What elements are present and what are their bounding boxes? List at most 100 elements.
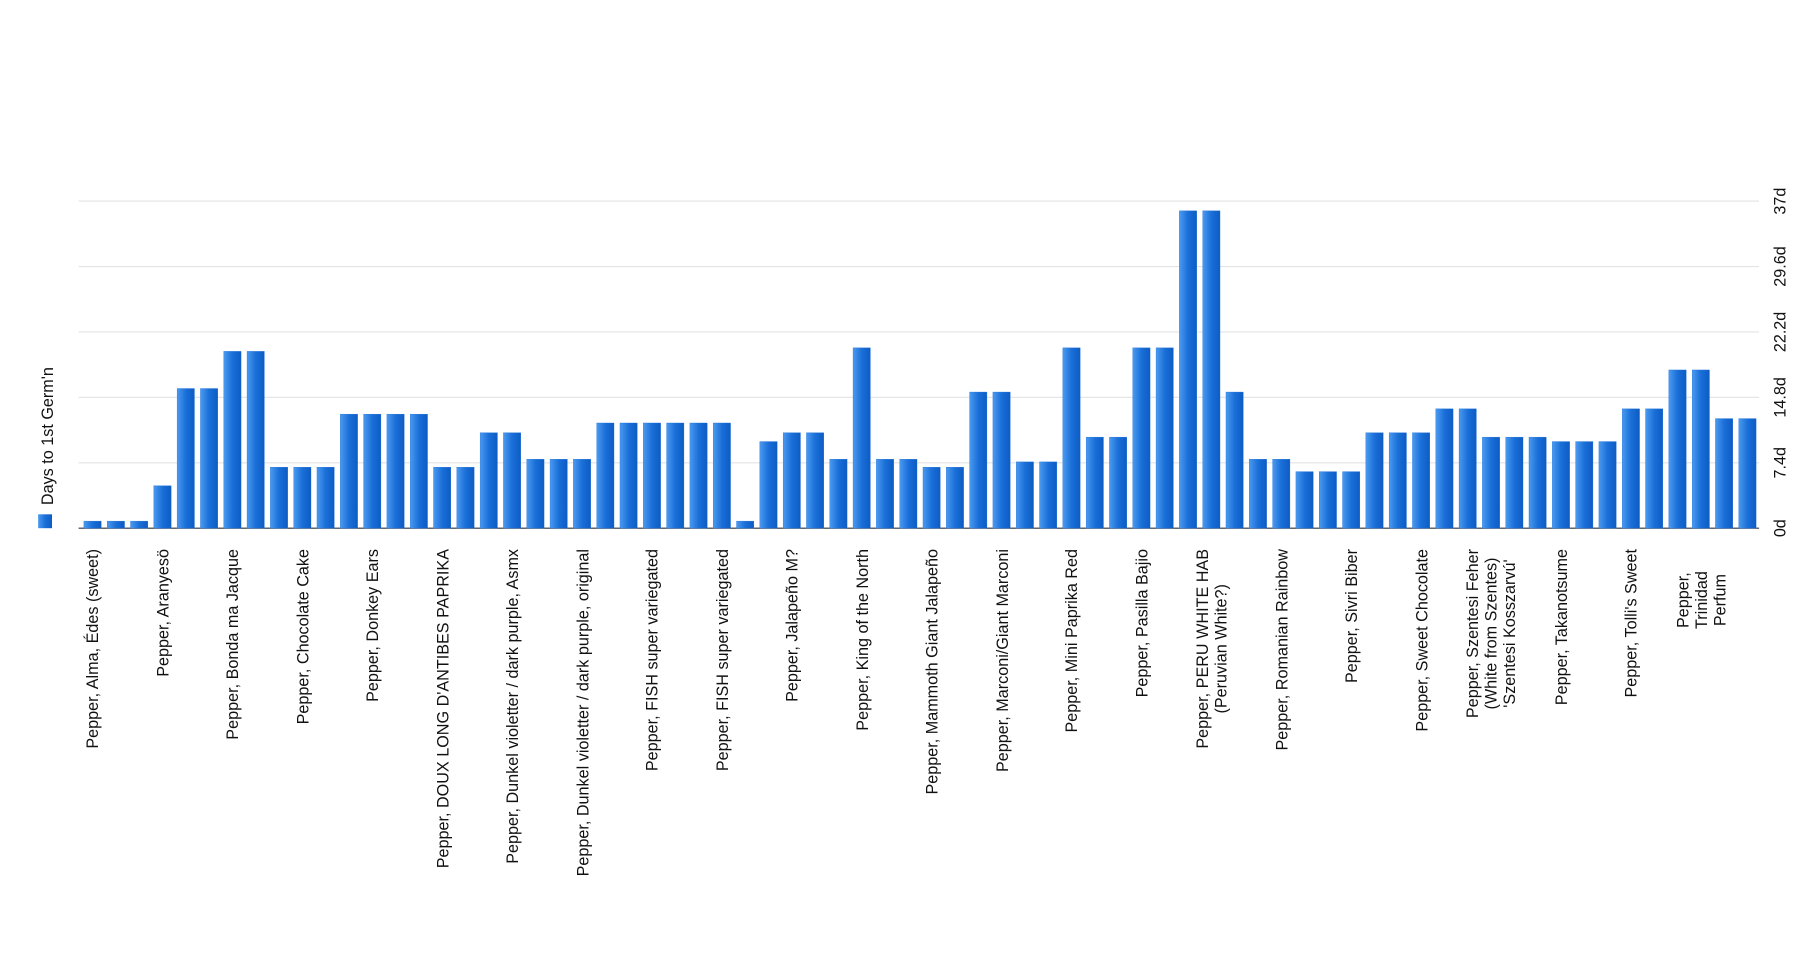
y-tick-label: 0d bbox=[1772, 519, 1790, 537]
x-tick-label: Pepper, Sweet Chocolate bbox=[1411, 548, 1431, 732]
x-tick-label: Pepper, Marconi/Giant Marconi bbox=[992, 548, 1011, 773]
bar bbox=[1715, 418, 1733, 529]
bar bbox=[573, 459, 591, 529]
bar bbox=[1458, 408, 1477, 529]
bar bbox=[1412, 432, 1430, 529]
y-tick-label: 37d bbox=[1772, 188, 1790, 215]
x-tick-label: Pepper, Dunkel violetter / dark purple, … bbox=[502, 548, 522, 864]
legend-swatch bbox=[38, 514, 53, 529]
bar bbox=[806, 432, 824, 529]
bar bbox=[596, 422, 615, 529]
bar bbox=[1249, 459, 1267, 529]
bar bbox=[363, 413, 382, 529]
bar bbox=[410, 413, 428, 529]
x-tick-label: Pepper, Donkey Ears bbox=[363, 548, 382, 702]
bar bbox=[1622, 408, 1640, 529]
bar bbox=[246, 351, 265, 529]
bar bbox=[176, 388, 195, 529]
bar bbox=[1039, 461, 1058, 529]
x-tick-label: Pepper, Tolli's Sweet bbox=[1621, 548, 1641, 698]
bar bbox=[1062, 347, 1081, 529]
bar bbox=[1016, 461, 1034, 529]
bar bbox=[946, 467, 964, 529]
bar bbox=[1575, 441, 1594, 529]
bar bbox=[293, 467, 312, 529]
bar bbox=[433, 467, 452, 529]
bar bbox=[643, 422, 661, 529]
bar bbox=[340, 413, 358, 529]
x-tick-label: Pepper, Bonda ma Jacque bbox=[223, 548, 242, 740]
bar bbox=[1668, 369, 1687, 529]
y-tick-label: 14.8d bbox=[1772, 377, 1790, 417]
bar bbox=[759, 441, 778, 529]
bar bbox=[1179, 210, 1197, 529]
x-tick-label: Pepper, PERU WHITE HAB (Peruvian White?) bbox=[1192, 548, 1230, 749]
bar bbox=[1272, 459, 1291, 529]
x-tick-label: Pepper, FISH super variegated bbox=[712, 548, 732, 772]
bar bbox=[1528, 436, 1547, 529]
bar bbox=[1738, 418, 1757, 529]
bar bbox=[526, 459, 545, 529]
bar bbox=[1085, 436, 1104, 529]
bar bbox=[83, 520, 102, 529]
bar bbox=[200, 388, 218, 529]
x-tick-label: Pepper, Chocolate Cake bbox=[293, 548, 312, 725]
x-tick-label: Pepper, DOUX LONG D'ANTIBES PAPRIKA bbox=[432, 548, 452, 869]
bar bbox=[1598, 441, 1617, 529]
bar bbox=[153, 485, 172, 529]
bar bbox=[1295, 471, 1314, 529]
bar bbox=[1505, 436, 1524, 529]
x-tick-label: Pepper, King of the North bbox=[852, 548, 871, 731]
bar bbox=[969, 391, 988, 529]
x-tick-label: Pepper, Szentesi Feher (White from Szent… bbox=[1463, 548, 1519, 719]
bar bbox=[130, 520, 149, 529]
bar bbox=[316, 467, 335, 529]
x-tick-label: Pepper, Mini Paprika Red bbox=[1062, 548, 1081, 733]
bar bbox=[549, 459, 568, 529]
bar bbox=[1435, 408, 1454, 529]
x-tick-label: Pepper, FISH super variegated bbox=[642, 548, 662, 772]
y-tick-label: 7.4d bbox=[1772, 447, 1790, 478]
bar bbox=[1482, 436, 1500, 529]
bar bbox=[1365, 432, 1384, 529]
bar bbox=[713, 422, 731, 529]
bar bbox=[899, 459, 918, 529]
x-tick-label: Pepper, Mammoth Giant Jalapeño bbox=[922, 548, 941, 795]
y-tick-label: 22.2d bbox=[1772, 312, 1790, 352]
legend-label: Days to 1st Germ'n bbox=[39, 367, 57, 505]
x-tick-label: Pepper, Romanian Rainbow bbox=[1272, 548, 1291, 751]
x-tick-label: Pepper, Sivri Biber bbox=[1341, 548, 1361, 684]
y-tick-label: 29.6d bbox=[1772, 246, 1790, 286]
bar bbox=[107, 520, 125, 529]
bar bbox=[223, 351, 242, 529]
bar bbox=[1132, 347, 1151, 529]
x-tick-label: Pepper, Trinidad Perfum bbox=[1673, 571, 1729, 630]
bar bbox=[1319, 471, 1337, 529]
bar bbox=[876, 459, 894, 529]
bar bbox=[852, 347, 871, 529]
x-tick-label: Pepper, Takanotsume bbox=[1551, 548, 1571, 706]
bar bbox=[503, 432, 521, 529]
bar bbox=[1645, 408, 1664, 529]
bar bbox=[736, 520, 755, 529]
bar bbox=[782, 432, 801, 529]
bar bbox=[1155, 347, 1174, 529]
bar bbox=[386, 413, 405, 529]
bar bbox=[666, 422, 685, 529]
bar bbox=[619, 422, 638, 529]
bar bbox=[1388, 432, 1407, 529]
bar bbox=[992, 391, 1011, 529]
bar bbox=[829, 459, 848, 529]
bar bbox=[1691, 369, 1710, 529]
bar bbox=[1109, 436, 1127, 529]
bar bbox=[456, 467, 475, 529]
x-tick-label: Pepper, Dunkel violetter / dark purple, … bbox=[572, 548, 592, 877]
bar bbox=[479, 432, 498, 529]
bar bbox=[1342, 471, 1361, 529]
x-tick-label: Pepper, Aranyesö bbox=[153, 548, 172, 677]
x-tick-label: Pepper, Pasilla Bajio bbox=[1132, 548, 1151, 698]
bar bbox=[270, 467, 288, 529]
bar bbox=[922, 467, 941, 529]
